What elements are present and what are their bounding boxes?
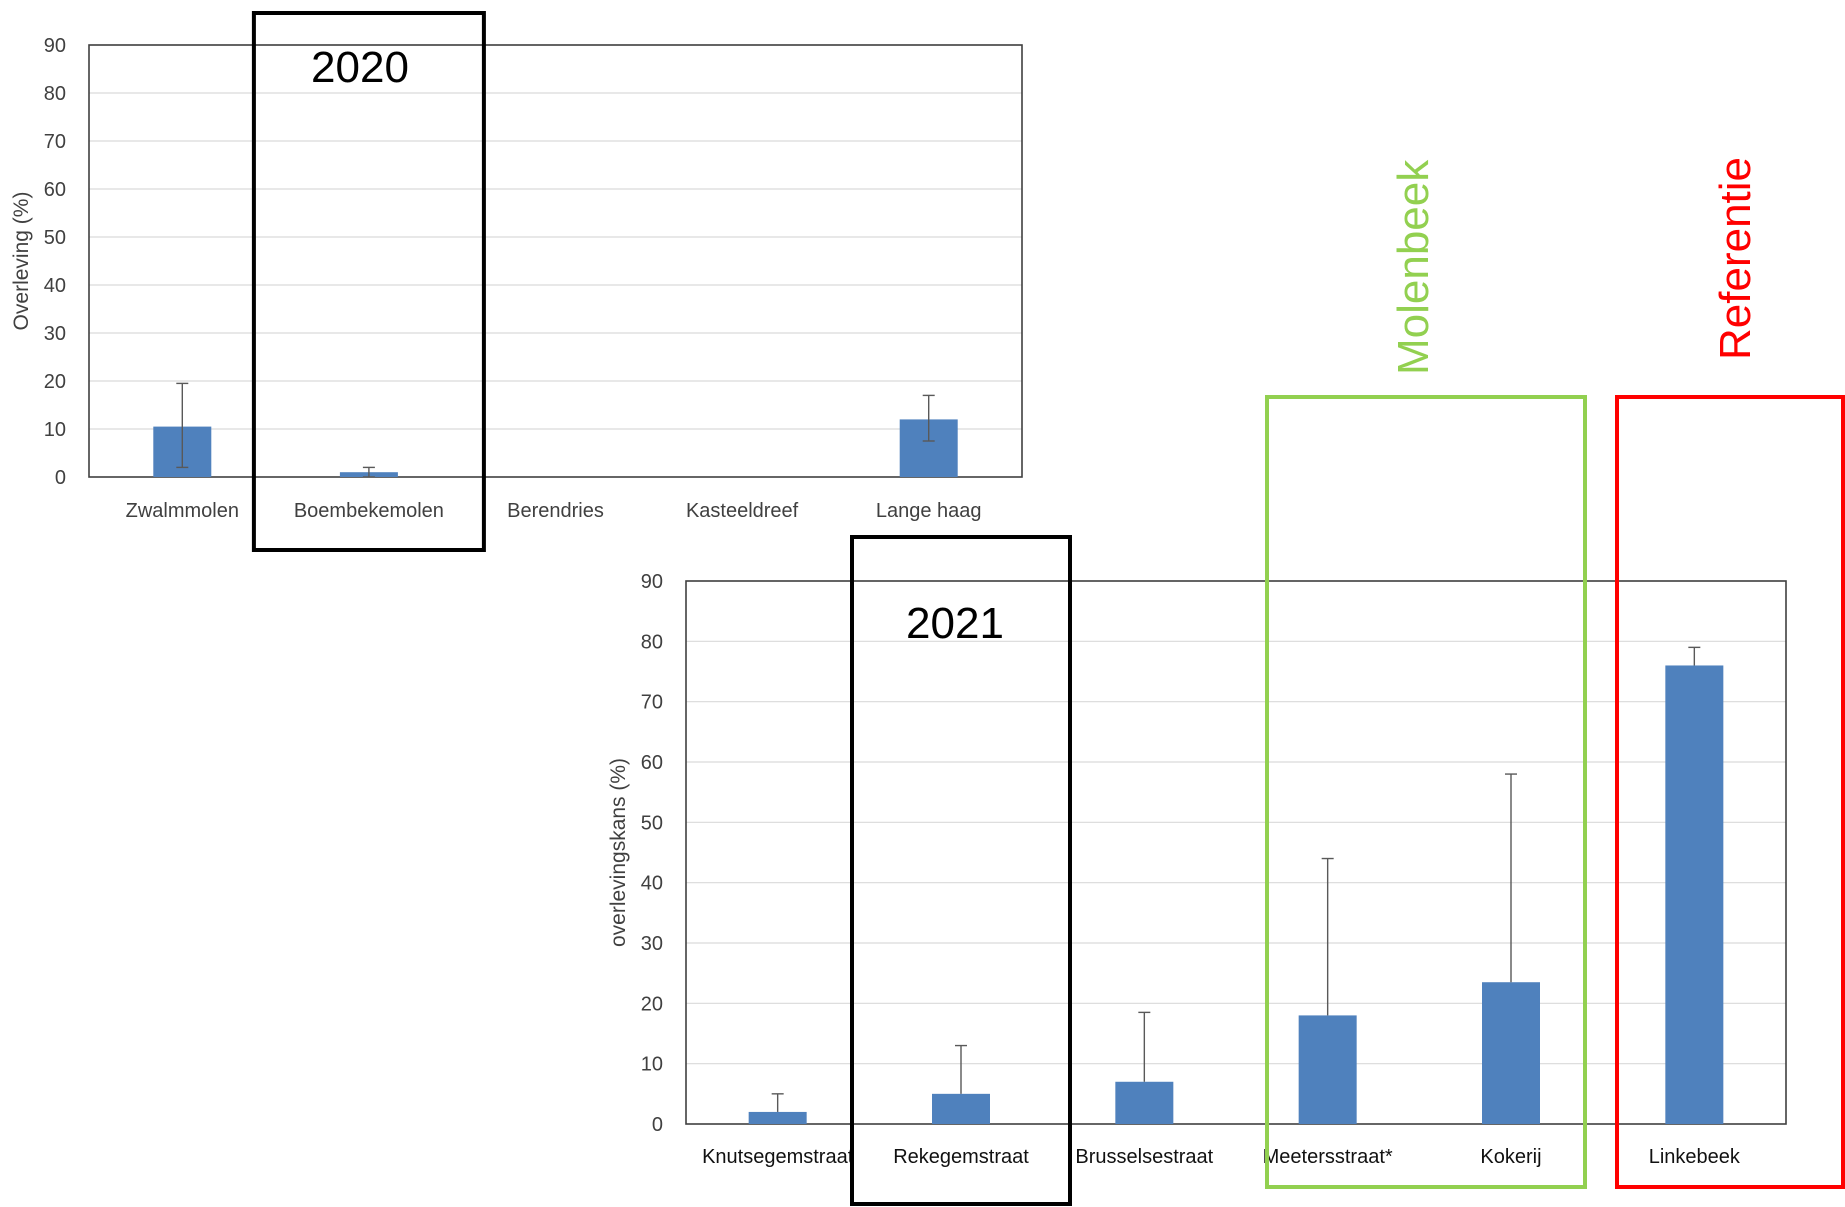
y-tick-label: 80 xyxy=(641,631,663,653)
bar xyxy=(1299,1015,1357,1124)
y-tick-label: 90 xyxy=(641,571,663,593)
x-category-label: Berendries xyxy=(507,500,604,522)
bar xyxy=(749,1112,807,1124)
y-tick-label: 80 xyxy=(44,83,66,105)
x-category-label: Kokerij xyxy=(1480,1146,1541,1168)
y-tick-label: 10 xyxy=(44,419,66,441)
x-category-label: Rekegemstraat xyxy=(893,1146,1029,1168)
y-tick-label: 50 xyxy=(44,227,66,249)
y-tick-label: 50 xyxy=(641,812,663,834)
bar xyxy=(1115,1082,1173,1124)
y-tick-label: 40 xyxy=(44,275,66,297)
x-category-label: Lange haag xyxy=(876,500,982,522)
y-tick-label: 20 xyxy=(44,371,66,393)
y-tick-label: 0 xyxy=(652,1114,663,1136)
plot-frame xyxy=(89,45,1022,477)
bar xyxy=(1482,982,1540,1124)
x-category-label: Brusselsestraat xyxy=(1075,1146,1213,1168)
group-label: Molenbeek xyxy=(1389,159,1438,375)
y-tick-label: 20 xyxy=(641,993,663,1015)
y-tick-label: 90 xyxy=(44,35,66,57)
bar xyxy=(932,1094,990,1124)
x-category-label: Kasteeldreef xyxy=(686,500,799,522)
group-label: Referentie xyxy=(1711,157,1760,360)
group-box xyxy=(1617,397,1843,1187)
y-tick-label: 0 xyxy=(55,467,66,489)
bar xyxy=(1665,665,1723,1124)
y-tick-label: 30 xyxy=(641,933,663,955)
chart-title: 2021 xyxy=(906,599,1004,648)
y-tick-label: 60 xyxy=(44,179,66,201)
y-axis-label: overlevingskans (%) xyxy=(607,758,630,947)
x-category-label: Linkebeek xyxy=(1649,1146,1741,1168)
y-axis-label: Overleving (%) xyxy=(10,192,33,331)
y-tick-label: 60 xyxy=(641,752,663,774)
y-tick-label: 70 xyxy=(44,131,66,153)
y-tick-label: 30 xyxy=(44,323,66,345)
x-category-label: Knutsegemstraat xyxy=(702,1146,854,1168)
x-category-label: Zwalmmolen xyxy=(126,500,239,522)
x-category-label: Boembekemolen xyxy=(294,500,444,522)
y-tick-label: 40 xyxy=(641,873,663,895)
chart-title: 2020 xyxy=(311,43,409,92)
y-tick-label: 70 xyxy=(641,692,663,714)
y-tick-label: 10 xyxy=(641,1054,663,1076)
x-category-label: Meetersstraat* xyxy=(1263,1146,1393,1168)
